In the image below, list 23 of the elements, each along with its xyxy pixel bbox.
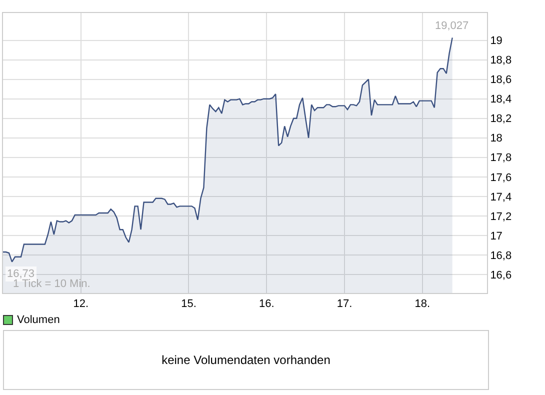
y-tick-label: 16,6: [490, 269, 512, 282]
annotation: 16,73: [7, 268, 35, 280]
x-tick-label: 15.: [181, 298, 196, 310]
y-tick-label: 16,8: [490, 250, 512, 262]
annotation: 1 Tick = 10 Min.: [13, 278, 90, 290]
y-tick-label: 17,4: [490, 191, 512, 204]
y-tick-label: 17: [490, 230, 502, 242]
annotation: 19,027: [435, 20, 469, 32]
text: keine Volumendaten vorhanden: [3, 330, 489, 390]
x-tick-label: 18.: [414, 298, 430, 310]
x-tick-label: 17.: [336, 298, 352, 310]
text: Volumen: [17, 314, 60, 326]
x-tick-label: 12.: [73, 298, 89, 310]
y-tick-label: 18,8: [490, 54, 512, 67]
y-tick-label: 17,6: [490, 172, 512, 184]
y-tick-label: 18,4: [490, 94, 512, 106]
y-tick-label: 18,2: [490, 113, 512, 126]
x-tick-label: 16.: [258, 298, 274, 310]
y-tick-label: 18: [490, 132, 502, 145]
y-tick-label: 18,6: [490, 74, 512, 86]
y-tick-label: 19: [490, 35, 502, 48]
y-tick-label: 17,8: [490, 152, 512, 164]
y-tick-label: 17,2: [490, 210, 512, 223]
